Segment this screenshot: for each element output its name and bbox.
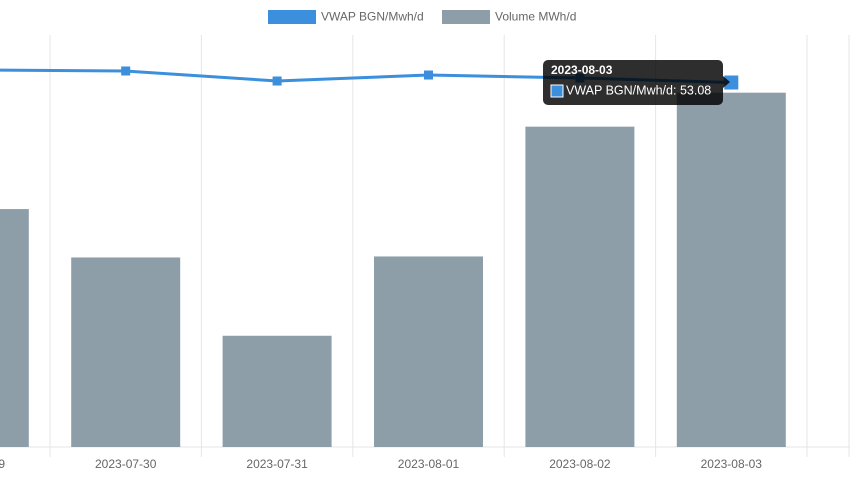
- x-tick-label: 2023-08-03: [701, 457, 763, 471]
- tooltip-series: VWAP BGN/Mwh/d: [566, 84, 673, 98]
- legend-label[interactable]: VWAP BGN/Mwh/d: [321, 10, 424, 24]
- bar: [525, 126, 635, 448]
- point[interactable]: [121, 66, 131, 76]
- tooltip-label: VWAP BGN/Mwh/d: 53.08: [566, 84, 711, 98]
- point[interactable]: [724, 75, 739, 90]
- x-tick-label: 2023-07-29: [0, 457, 5, 471]
- legend-swatch[interactable]: [442, 10, 490, 24]
- tooltip-caret: [723, 76, 730, 88]
- tooltip-swatch: [550, 84, 564, 98]
- point[interactable]: [272, 76, 282, 86]
- tooltip: 2023-08-03 VWAP BGN/Mwh/d: 53.08: [543, 60, 730, 105]
- bar: [71, 257, 181, 447]
- x-tick-label: 2023-07-30: [95, 457, 157, 471]
- bar: [374, 256, 483, 447]
- tooltip-title: 2023-08-03: [551, 63, 613, 77]
- legend: VWAP BGN/Mwh/d Volume MWh/d: [268, 10, 576, 24]
- legend-label[interactable]: Volume MWh/d: [495, 10, 576, 24]
- x-tick-label: 2023-08-01: [398, 457, 460, 471]
- point[interactable]: [424, 70, 433, 80]
- x-tick-label: 2023-07-31: [246, 457, 308, 471]
- plot-area: 2023-07-29 2023-07-30 2023-07-31 2023-08-01…: [0, 35, 850, 471]
- bar: [676, 92, 786, 448]
- bar: [222, 335, 332, 447]
- tooltip-sep: :: [673, 84, 680, 98]
- bar: [0, 209, 29, 447]
- tooltip-value: 53.08: [680, 84, 711, 98]
- x-tick-label: 2023-08-02: [549, 457, 611, 471]
- legend-swatch[interactable]: [268, 10, 316, 24]
- tooltip-box: [543, 60, 723, 105]
